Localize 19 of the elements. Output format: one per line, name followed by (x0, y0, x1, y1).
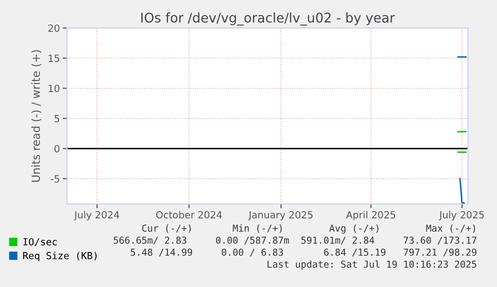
text: Last update: Sat Jul 19 10:16:23 2025 (268, 260, 476, 270)
y-tick-label: 15 (48, 54, 60, 62)
text: Cur (-/+) Min (-/+) Avg (-/+) Max (-/+) (142, 224, 476, 234)
text: 566.65m/ 2.83 0.00 /587.87m 591.01m/ 2.84 73.60 /173.17 (114, 236, 476, 245)
text: 5.48 /14.99 0.00 / 6.83 6.84 /15.19 797.21 /98.29 (130, 248, 476, 257)
x-tick-label: April 2025 (346, 210, 396, 220)
x-tick-label: January 2025 (248, 211, 312, 220)
x-tick-label: July 2025 (438, 210, 484, 220)
x-tick-label: July 2024 (74, 210, 120, 220)
y-tick-label: 5 (54, 115, 60, 122)
y-tick-label: 10 (48, 84, 60, 92)
x-tick-label: October 2024 (156, 210, 222, 218)
y-tick-label: 0 (54, 145, 60, 152)
legend-label: IO/sec (23, 238, 57, 246)
y-axis-title: Units read (-) / write (+) (31, 50, 42, 182)
chart-title: IOs for /dev/vg_oracle/lv_u02 - by year (141, 12, 395, 26)
y-tick-label: 20 (48, 24, 60, 32)
y-tick-label: -5 (50, 175, 60, 183)
legend-label: Req Size (KB) (23, 252, 97, 262)
